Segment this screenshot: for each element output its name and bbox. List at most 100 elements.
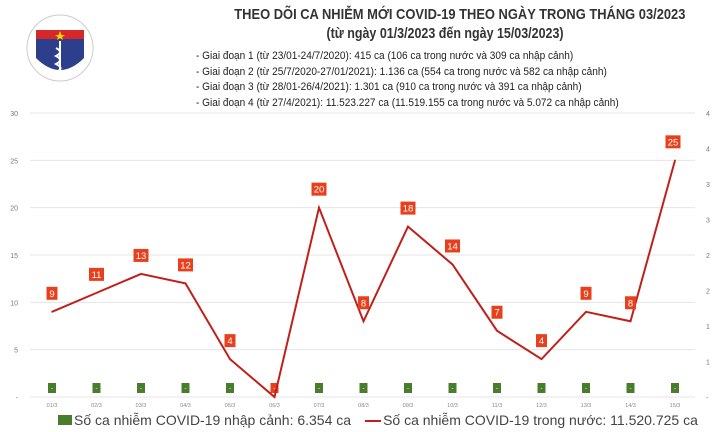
import-bar (92, 383, 101, 393)
y-right-tick: - (706, 395, 709, 402)
data-label-box (625, 296, 636, 310)
y-right-tick: 4 (706, 111, 710, 118)
import-bar-label: - (452, 386, 454, 392)
x-tick-label: 12/3 (536, 403, 547, 409)
import-bar-label: - (185, 386, 187, 392)
data-label-box (445, 239, 460, 253)
data-label: 8 (361, 298, 366, 309)
chart-subtitle: (từ ngày 01/3/2023 đến ngày 15/03/2023) (326, 26, 564, 42)
data-label: 9 (583, 289, 588, 300)
data-label-box (536, 334, 547, 348)
x-tick-label: 07/3 (314, 403, 325, 409)
import-bar (181, 383, 190, 393)
domestic-point (629, 320, 632, 323)
import-bar (359, 383, 368, 393)
y-left-tick: 20 (10, 206, 18, 213)
y-right-tick: 1 (706, 324, 710, 331)
y-right-tick: 2 (706, 289, 710, 296)
phase-notes: - Giai đoạn 1 (từ 23/01-24/7/2020): 415 … (196, 49, 619, 111)
import-bar (404, 383, 412, 393)
import-bar (537, 383, 546, 393)
x-tick-label: 04/3 (180, 403, 191, 409)
import-bar-label: - (541, 386, 543, 392)
import-bar (315, 383, 323, 393)
data-label: 4 (539, 336, 544, 347)
domestic-point (51, 311, 53, 313)
import-bar-label: - (274, 386, 276, 392)
data-label: 11 (92, 270, 102, 281)
data-label-box (178, 258, 193, 272)
y-right-tick: 2 (706, 253, 710, 260)
y-right-tick: 4 (706, 147, 710, 154)
legend-line: Số ca nhiễm COVID-19 trong nước: 11.520.… (365, 412, 698, 428)
data-label-box (580, 286, 592, 300)
domestic-point (540, 358, 543, 360)
data-label: 7 (494, 308, 499, 319)
import-bar (448, 383, 457, 393)
domestic-point (585, 311, 587, 313)
data-label-box (311, 182, 327, 196)
data-label: 18 (403, 204, 414, 215)
chart-title: THEO DÕI CA NHIỄM MỚI COVID-19 THEO NGÀY… (234, 6, 686, 23)
x-tick-label: 01/3 (47, 403, 58, 409)
import-bar-label: - (585, 386, 587, 392)
legend: Số ca nhiễm COVID-19 nhập cảnh: 6.354 ca… (58, 412, 698, 428)
domestic-point (451, 263, 454, 266)
import-bar (226, 383, 234, 393)
data-label-box (224, 334, 236, 348)
domestic-point (229, 358, 231, 360)
data-label: 20 (314, 185, 325, 196)
data-label: 9 (49, 289, 54, 300)
y-left-tick: 5 (14, 348, 18, 355)
import-bar-label: - (318, 386, 320, 392)
import-bar-label: - (96, 386, 98, 392)
import-bar-label: - (407, 386, 409, 392)
import-bar (671, 383, 679, 393)
domestic-point (95, 292, 98, 294)
y-right-tick: 3 (706, 182, 710, 189)
legend-line-label: Số ca nhiễm COVID-19 trong nước: 11.520.… (383, 412, 698, 428)
y-right-tick: 3 (706, 218, 710, 225)
data-label: 4 (227, 336, 232, 347)
data-label-box (358, 296, 369, 310)
import-bar-label: - (630, 386, 632, 392)
data-label-box (89, 267, 104, 281)
import-bar (270, 383, 279, 393)
x-tick-label: 14/3 (625, 403, 636, 409)
import-bar (626, 383, 635, 393)
x-tick-label: 03/3 (136, 403, 147, 409)
note-phase-1: - Giai đoạn 1 (từ 23/01-24/7/2020): 415 … (196, 50, 574, 62)
domestic-point (184, 282, 187, 285)
legend-bar: Số ca nhiễm COVID-19 nhập cảnh: 6.354 ca (58, 412, 351, 428)
import-bar-label: - (674, 386, 676, 392)
data-label: 25 (668, 137, 679, 148)
legend-bar-label: Số ca nhiễm COVID-19 nhập cảnh: 6.354 ca (74, 412, 352, 428)
import-bar-label: - (496, 386, 498, 392)
note-phase-4: - Giai đoạn 4 (từ 27/4/2021): 11.523.227… (196, 96, 619, 109)
data-label-box (665, 135, 681, 149)
x-tick-label: 13/3 (581, 403, 592, 409)
y-left-tick: 10 (10, 300, 18, 307)
domestic-point (273, 396, 276, 398)
x-tick-label: 06/3 (269, 403, 280, 409)
note-phase-3: - Giai đoạn 3 (từ 28/01-26/4/2021): 1.30… (196, 81, 582, 93)
domestic-point (140, 273, 142, 275)
x-tick-label: 08/3 (358, 403, 369, 409)
legend-line-swatch (365, 420, 382, 423)
import-bar (582, 383, 590, 393)
y-left-tick: 25 (10, 158, 18, 165)
import-bar-label: - (51, 386, 53, 392)
ministry-of-health-logo (26, 8, 94, 91)
data-label: 12 (180, 260, 191, 271)
x-tick-label: 05/3 (225, 403, 236, 409)
y-left-tick: - (16, 395, 19, 402)
x-tick-label: 02/3 (91, 403, 102, 409)
data-label-box (491, 305, 503, 319)
domestic-point (362, 320, 365, 323)
y-left-tick: 30 (10, 111, 18, 118)
domestic-point (407, 225, 409, 228)
data-label: 13 (136, 251, 147, 262)
domestic-line (51, 160, 676, 399)
import-bar (493, 383, 501, 393)
domestic-point (674, 159, 676, 162)
